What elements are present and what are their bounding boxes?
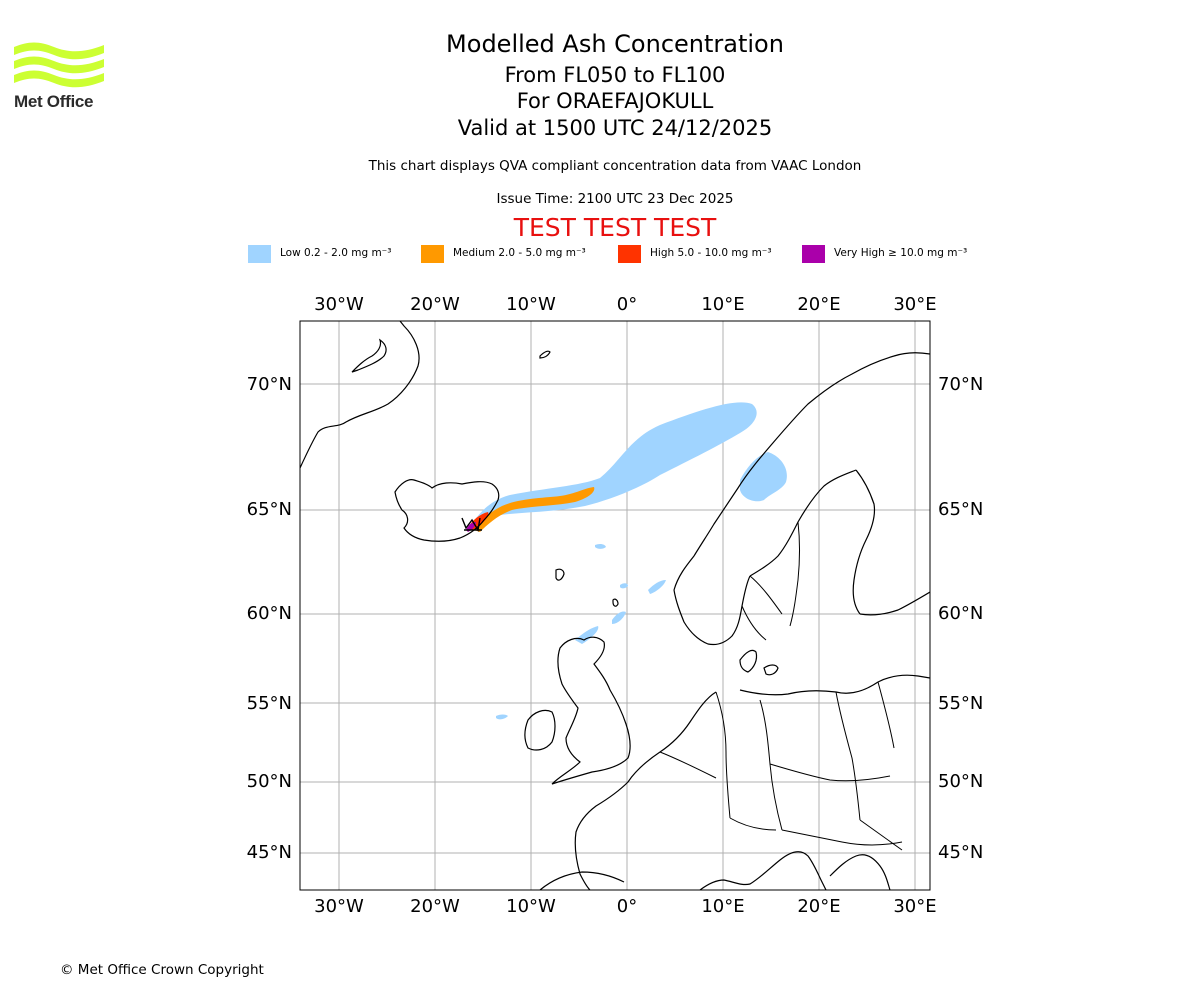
lat-tick: 60°N [938, 603, 983, 624]
chart-description: This chart displays QVA compliant concen… [368, 158, 862, 174]
lon-ticks-top: 30°W 20°W 10°W 0° 10°E 20°E 30°E [314, 294, 936, 315]
lat-ticks-right: 70°N 65°N 60°N 55°N 50°N 45°N [938, 374, 983, 863]
lat-tick: 65°N [247, 499, 292, 520]
lon-tick: 0° [617, 896, 637, 917]
lon-tick: 10°W [506, 294, 556, 315]
lon-tick: 20°E [797, 896, 840, 917]
lat-ticks-left: 70°N 65°N 60°N 55°N 50°N 45°N [247, 374, 292, 863]
lon-tick: 20°W [410, 896, 460, 917]
map-frame [299, 320, 931, 891]
lat-tick: 65°N [938, 499, 983, 520]
lat-tick: 50°N [938, 771, 983, 792]
lon-tick: 30°W [314, 896, 364, 917]
legend-swatch-low [248, 245, 271, 263]
map-gridlines [300, 321, 930, 890]
lon-tick: 10°E [701, 294, 744, 315]
lat-tick: 45°N [938, 842, 983, 863]
lon-tick: 20°W [410, 294, 460, 315]
country-borders [659, 521, 903, 851]
lon-tick: 30°E [893, 896, 936, 917]
copyright-notice: © Met Office Crown Copyright [60, 962, 264, 978]
lat-tick: 70°N [938, 374, 983, 395]
lon-ticks-bottom: 30°W 20°W 10°W 0° 10°E 20°E 30°E [314, 896, 936, 917]
lon-tick: 30°W [314, 294, 364, 315]
issue-time: Issue Time: 2100 UTC 23 Dec 2025 [496, 191, 734, 207]
lon-tick: 10°E [701, 896, 744, 917]
lon-tick: 20°E [797, 294, 840, 315]
lat-tick: 60°N [247, 603, 292, 624]
legend-swatch-medium [421, 245, 444, 263]
met-office-logo-text: Met Office [14, 92, 94, 111]
ash-medium-concentration [474, 487, 595, 532]
lat-tick: 55°N [938, 693, 983, 714]
flight-level-range: From FL050 to FL100 [504, 63, 726, 87]
legend-label-low: Low 0.2 - 2.0 mg m⁻³ [280, 247, 392, 259]
coastlines [300, 321, 930, 890]
legend-label-medium: Medium 2.0 - 5.0 mg m⁻³ [453, 247, 586, 259]
legend-swatch-high [618, 245, 641, 263]
chart-title: Modelled Ash Concentration [446, 30, 784, 58]
lon-tick: 30°E [893, 294, 936, 315]
lat-tick: 55°N [247, 693, 292, 714]
lat-tick: 50°N [247, 771, 292, 792]
legend-label-high: High 5.0 - 10.0 mg m⁻³ [650, 247, 772, 259]
valid-time: Valid at 1500 UTC 24/12/2025 [457, 116, 773, 140]
volcano-name: For ORAEFAJOKULL [516, 89, 714, 113]
legend-label-very-high: Very High ≥ 10.0 mg m⁻³ [834, 247, 968, 259]
lat-tick: 45°N [247, 842, 292, 863]
volcano-marker [461, 517, 482, 532]
lon-tick: 10°W [506, 896, 556, 917]
lon-tick: 0° [617, 294, 637, 315]
ash-low-concentration [470, 402, 787, 720]
legend-swatch-very-high [802, 245, 825, 263]
met-office-logo-waves [14, 42, 104, 88]
test-banner: TEST TEST TEST [513, 213, 717, 242]
lat-tick: 70°N [247, 374, 292, 395]
